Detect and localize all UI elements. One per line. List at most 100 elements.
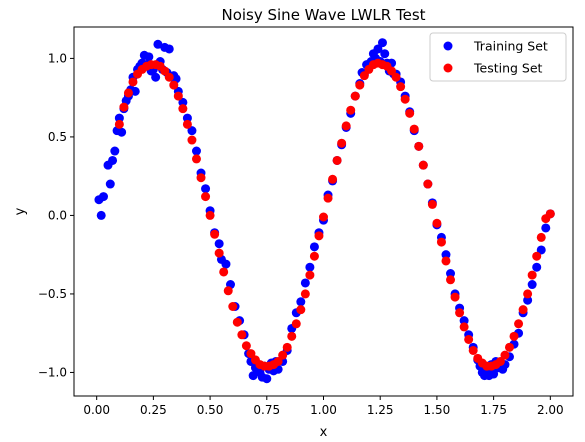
training-point xyxy=(459,316,469,326)
testing-point xyxy=(346,105,356,115)
testing-point xyxy=(432,218,442,228)
training-point xyxy=(532,262,542,272)
training-point xyxy=(110,146,120,156)
testing-point xyxy=(300,289,310,299)
testing-point xyxy=(459,322,469,332)
legend-box xyxy=(429,32,567,82)
plot-area xyxy=(74,27,573,396)
testing-point xyxy=(509,331,519,341)
testing-point xyxy=(160,66,170,76)
testing-point xyxy=(414,141,424,151)
training-point xyxy=(98,192,108,202)
testing-point xyxy=(405,108,415,118)
testing-point xyxy=(400,94,410,104)
y-tick-label: −1.0 xyxy=(38,365,67,379)
testing-point xyxy=(332,155,342,165)
testing-point xyxy=(323,193,333,203)
testing-point xyxy=(119,102,129,112)
testing-point xyxy=(196,173,206,183)
testing-point xyxy=(173,91,183,101)
training-point xyxy=(144,52,154,62)
testing-point xyxy=(446,275,456,285)
training-point xyxy=(248,371,258,381)
legend-label-testing: Testing Set xyxy=(473,61,543,76)
testing-point xyxy=(309,251,319,261)
training-point xyxy=(182,113,192,123)
testing-point xyxy=(527,270,537,280)
training-point xyxy=(446,269,456,279)
training-point xyxy=(527,280,537,290)
testing-point xyxy=(164,72,174,82)
training-point xyxy=(130,86,140,96)
y-tick-label: −0.5 xyxy=(38,287,67,301)
testing-point xyxy=(504,342,514,352)
series-testing xyxy=(114,58,555,371)
plot-background xyxy=(74,27,573,396)
training-point xyxy=(96,210,106,220)
testing-point xyxy=(223,286,233,296)
training-point xyxy=(151,72,161,82)
training-point xyxy=(117,127,127,137)
testing-point xyxy=(409,124,419,134)
x-tick-label: 1.00 xyxy=(310,403,337,417)
x-tick-label: 0.25 xyxy=(140,403,167,417)
training-point xyxy=(153,39,163,49)
y-tick-label: 0.0 xyxy=(48,208,67,222)
x-tick-label: 1.75 xyxy=(480,403,507,417)
training-point xyxy=(114,113,124,123)
testing-point xyxy=(427,199,437,209)
testing-point xyxy=(205,210,215,220)
testing-point xyxy=(328,174,338,184)
training-point xyxy=(441,250,451,260)
training-point xyxy=(296,297,306,307)
testing-point xyxy=(178,104,188,114)
x-tick-label: 0.75 xyxy=(253,403,280,417)
testing-point xyxy=(359,71,369,81)
training-point xyxy=(377,38,387,48)
training-point xyxy=(536,245,546,255)
testing-point xyxy=(436,237,446,247)
testing-point xyxy=(418,160,428,170)
testing-point xyxy=(536,232,546,242)
y-axis: −1.0 −0.5 0.0 0.5 1.0 xyxy=(38,51,74,379)
training-point xyxy=(221,259,231,269)
legend-label-training: Training Set xyxy=(473,39,548,54)
testing-point xyxy=(387,66,397,76)
testing-point xyxy=(228,301,238,311)
series-layer xyxy=(94,38,555,384)
training-point xyxy=(201,184,211,194)
testing-point xyxy=(210,229,220,239)
testing-point xyxy=(355,80,365,90)
testing-point xyxy=(523,289,533,299)
testing-point xyxy=(278,350,288,360)
testing-point xyxy=(319,212,328,222)
testing-point xyxy=(201,192,211,202)
x-tick-label: 0.00 xyxy=(83,403,110,417)
testing-point xyxy=(514,319,524,329)
testing-point xyxy=(232,317,242,327)
testing-point xyxy=(495,356,505,366)
testing-point xyxy=(455,308,465,318)
training-point xyxy=(489,369,499,379)
training-point xyxy=(187,126,197,136)
testing-point xyxy=(468,345,478,355)
testing-point xyxy=(291,319,301,329)
testing-point xyxy=(182,119,192,129)
testing-point xyxy=(337,138,347,148)
testing-point xyxy=(423,179,433,189)
y-axis-label: y xyxy=(13,207,28,215)
testing-point xyxy=(123,88,133,98)
x-tick-label: 1.50 xyxy=(424,403,451,417)
testing-point xyxy=(282,342,292,352)
testing-point xyxy=(532,251,542,261)
x-axis: 0.00 0.25 0.50 0.75 1.00 1.25 1.50 1.75 2.00 xyxy=(83,396,564,417)
training-point xyxy=(380,49,390,59)
testing-point xyxy=(314,231,324,241)
testing-point xyxy=(350,91,360,101)
x-tick-label: 1.25 xyxy=(367,403,394,417)
training-point xyxy=(300,278,310,288)
testing-point xyxy=(114,119,124,129)
testing-point xyxy=(305,270,315,280)
testing-point xyxy=(518,305,528,315)
